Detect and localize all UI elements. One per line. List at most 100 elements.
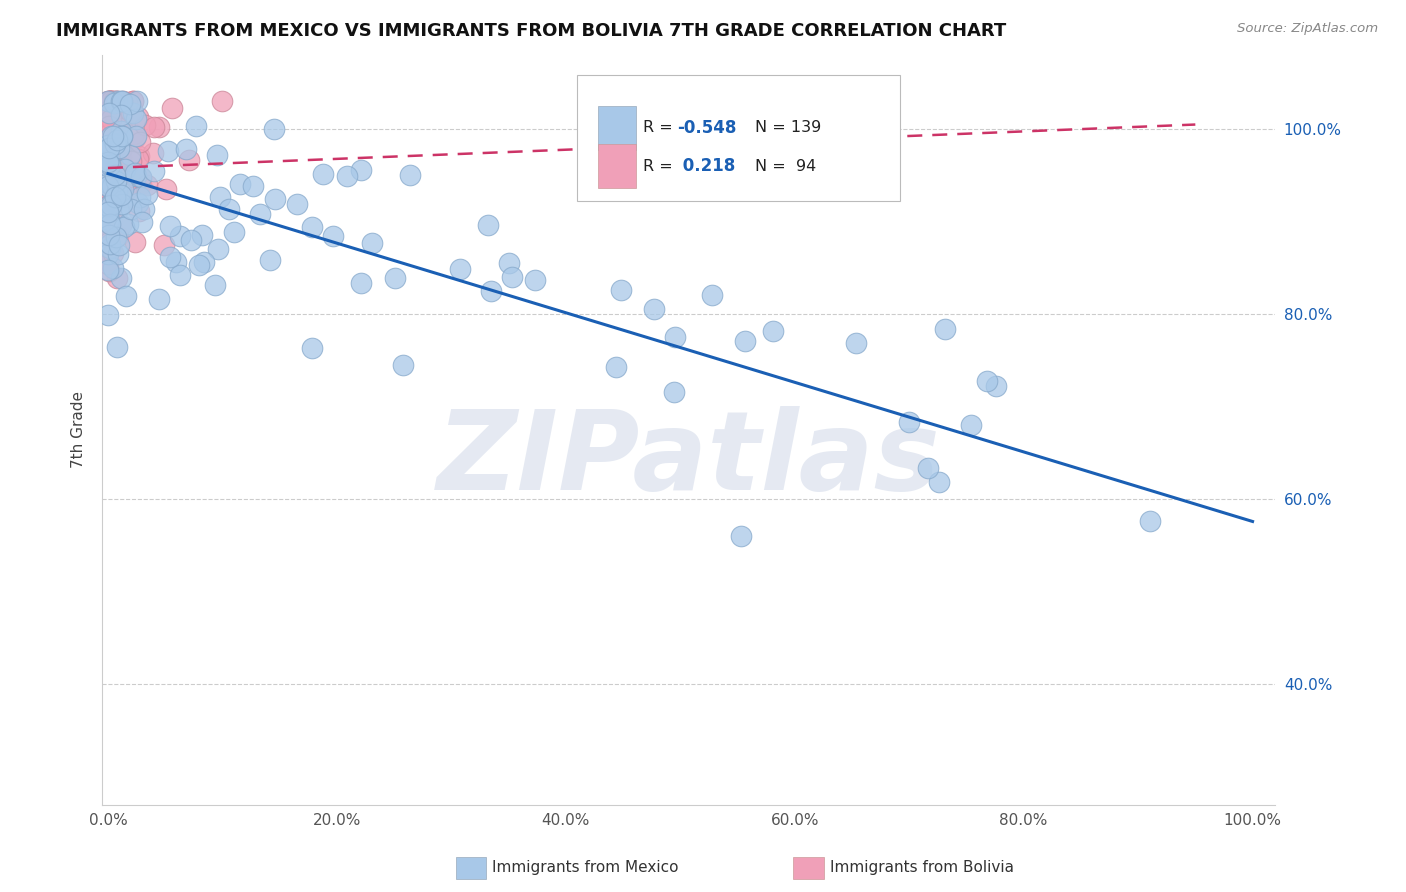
Point <box>97 214 120 228</box>
Text: N = 139: N = 139 <box>755 120 821 136</box>
Point <box>110 271 132 285</box>
Point <box>664 330 686 344</box>
Point <box>97 199 120 213</box>
Point <box>97 245 120 260</box>
Point <box>122 95 145 109</box>
Point <box>127 110 149 124</box>
Point <box>100 140 122 154</box>
Point <box>100 181 122 195</box>
Point <box>101 172 124 186</box>
Point <box>98 217 121 231</box>
Point <box>301 220 323 235</box>
Point <box>97 95 120 109</box>
Point <box>110 186 132 200</box>
Point <box>105 184 128 198</box>
Point <box>142 120 165 134</box>
Point <box>336 169 359 184</box>
Point <box>128 149 150 163</box>
Point <box>142 146 165 161</box>
Point <box>180 234 202 248</box>
Point <box>97 144 120 158</box>
Point <box>97 154 120 169</box>
Point <box>111 95 134 109</box>
Point <box>155 182 177 196</box>
Point <box>97 164 120 178</box>
Point <box>960 418 983 433</box>
Point <box>105 95 128 109</box>
Point <box>98 95 121 109</box>
Point <box>110 108 132 122</box>
Text: R =: R = <box>643 159 678 174</box>
Point <box>169 268 191 282</box>
Point <box>124 235 146 250</box>
Point <box>264 192 287 206</box>
Point <box>224 225 246 239</box>
Point <box>107 95 129 109</box>
Point <box>301 341 323 355</box>
Point <box>97 194 120 208</box>
Point <box>165 255 187 269</box>
Point <box>391 359 413 373</box>
Point <box>104 95 127 109</box>
Point <box>350 163 373 178</box>
Point <box>103 95 125 109</box>
Point <box>207 242 229 256</box>
Point <box>129 136 152 150</box>
Text: 0.218: 0.218 <box>678 157 735 175</box>
Point <box>97 227 120 242</box>
Point <box>97 95 120 109</box>
Point <box>209 189 232 203</box>
Point <box>207 148 229 162</box>
Point <box>100 166 122 180</box>
Point <box>218 202 240 216</box>
Point <box>148 120 170 134</box>
Point <box>98 119 121 133</box>
Point <box>97 138 120 153</box>
Point <box>128 190 150 204</box>
Point <box>97 104 120 119</box>
Point <box>384 271 406 285</box>
Point <box>249 207 271 221</box>
Point <box>174 142 197 156</box>
Text: R =: R = <box>643 120 678 136</box>
Point <box>662 385 685 400</box>
Point <box>191 227 214 242</box>
Point <box>97 209 120 223</box>
Point <box>107 228 129 243</box>
Point <box>98 95 121 109</box>
Point <box>110 218 132 232</box>
Point <box>976 375 998 389</box>
Point <box>100 103 122 118</box>
Point <box>100 95 122 109</box>
Point <box>97 253 120 268</box>
Point <box>112 182 135 196</box>
FancyBboxPatch shape <box>599 144 636 188</box>
Point <box>98 191 121 205</box>
Point <box>143 164 166 178</box>
Point <box>101 246 124 260</box>
Point <box>479 285 502 299</box>
Point <box>110 124 132 138</box>
Point <box>115 183 138 197</box>
Point <box>169 229 191 244</box>
Point <box>98 95 121 109</box>
Text: Immigrants from Bolivia: Immigrants from Bolivia <box>830 861 1014 875</box>
Point <box>100 220 122 235</box>
Point <box>105 191 128 205</box>
Point <box>162 101 184 115</box>
Text: ZIPatlas: ZIPatlas <box>437 407 941 514</box>
Point <box>111 128 134 143</box>
Point <box>127 196 149 211</box>
Point <box>762 324 785 338</box>
FancyBboxPatch shape <box>599 106 636 151</box>
Point <box>107 202 129 216</box>
Point <box>101 141 124 155</box>
Point <box>100 186 122 201</box>
Point <box>98 235 121 250</box>
Point <box>121 95 143 109</box>
Point <box>98 213 121 227</box>
Point <box>97 221 120 235</box>
Point <box>917 460 939 475</box>
Point <box>127 95 149 109</box>
Point <box>211 95 233 109</box>
